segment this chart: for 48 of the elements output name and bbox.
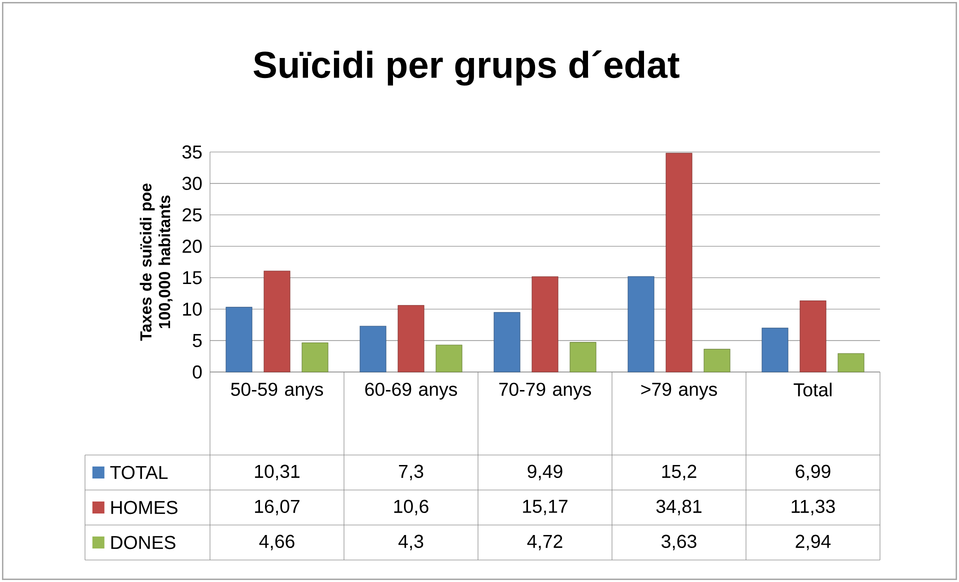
y-tick-label: 0	[192, 365, 202, 379]
y-tick-label: 15	[183, 271, 202, 284]
data-label: 10,6	[394, 500, 428, 516]
data-label: 11,33	[792, 500, 835, 516]
x-tick-label: Total	[794, 382, 832, 396]
data-label: 10,31	[255, 464, 300, 480]
data-label: 34,81	[656, 500, 702, 516]
bar	[436, 344, 462, 372]
data-label: 4,3	[398, 534, 424, 550]
legend-label: HOMES	[111, 500, 178, 514]
bar	[226, 306, 252, 372]
y-tick-label: 20	[182, 240, 202, 253]
y-tick-label: 5	[192, 334, 202, 348]
bar	[762, 328, 788, 372]
bar	[838, 353, 864, 372]
y-axis-title: Taxes de suïcidi poe 100,000 habitants	[140, 184, 173, 341]
bar	[704, 348, 730, 372]
data-label: 4,66	[259, 534, 294, 550]
bar	[800, 300, 826, 372]
data-label: 15,2	[662, 464, 696, 480]
y-tick-label: 35	[182, 145, 202, 159]
x-tick-label: 50-59 anys	[231, 382, 323, 400]
data-label: 6,99	[796, 464, 830, 480]
bar	[570, 342, 596, 372]
data-label: 4,72	[527, 534, 562, 550]
x-tick-label: 60-69 anys	[365, 382, 457, 400]
data-label: 7,3	[398, 464, 424, 480]
bar	[666, 152, 692, 372]
legend-label: TOTAL	[110, 466, 168, 480]
x-tick-label: 70-79 anys	[499, 382, 591, 400]
chart-title: Suïcidi per grups d´edat	[254, 50, 680, 86]
data-label: 3,63	[662, 534, 696, 550]
y-tick-label: 30	[182, 176, 202, 190]
x-tick-label: >79 anys	[641, 382, 717, 400]
bar	[302, 342, 328, 372]
y-tick-label: 10	[183, 302, 202, 316]
legend-label: DONES	[111, 536, 176, 550]
bar	[398, 305, 424, 372]
bar	[628, 276, 654, 372]
y-tick-label: 25	[182, 208, 202, 222]
data-label: 2,94	[796, 534, 831, 550]
data-label: 16,07	[255, 500, 300, 516]
bar	[264, 270, 290, 372]
bar	[494, 312, 520, 372]
bar	[360, 326, 386, 372]
data-label: 9,49	[528, 464, 562, 480]
bar	[532, 276, 558, 372]
data-label: 15,17	[523, 500, 568, 516]
